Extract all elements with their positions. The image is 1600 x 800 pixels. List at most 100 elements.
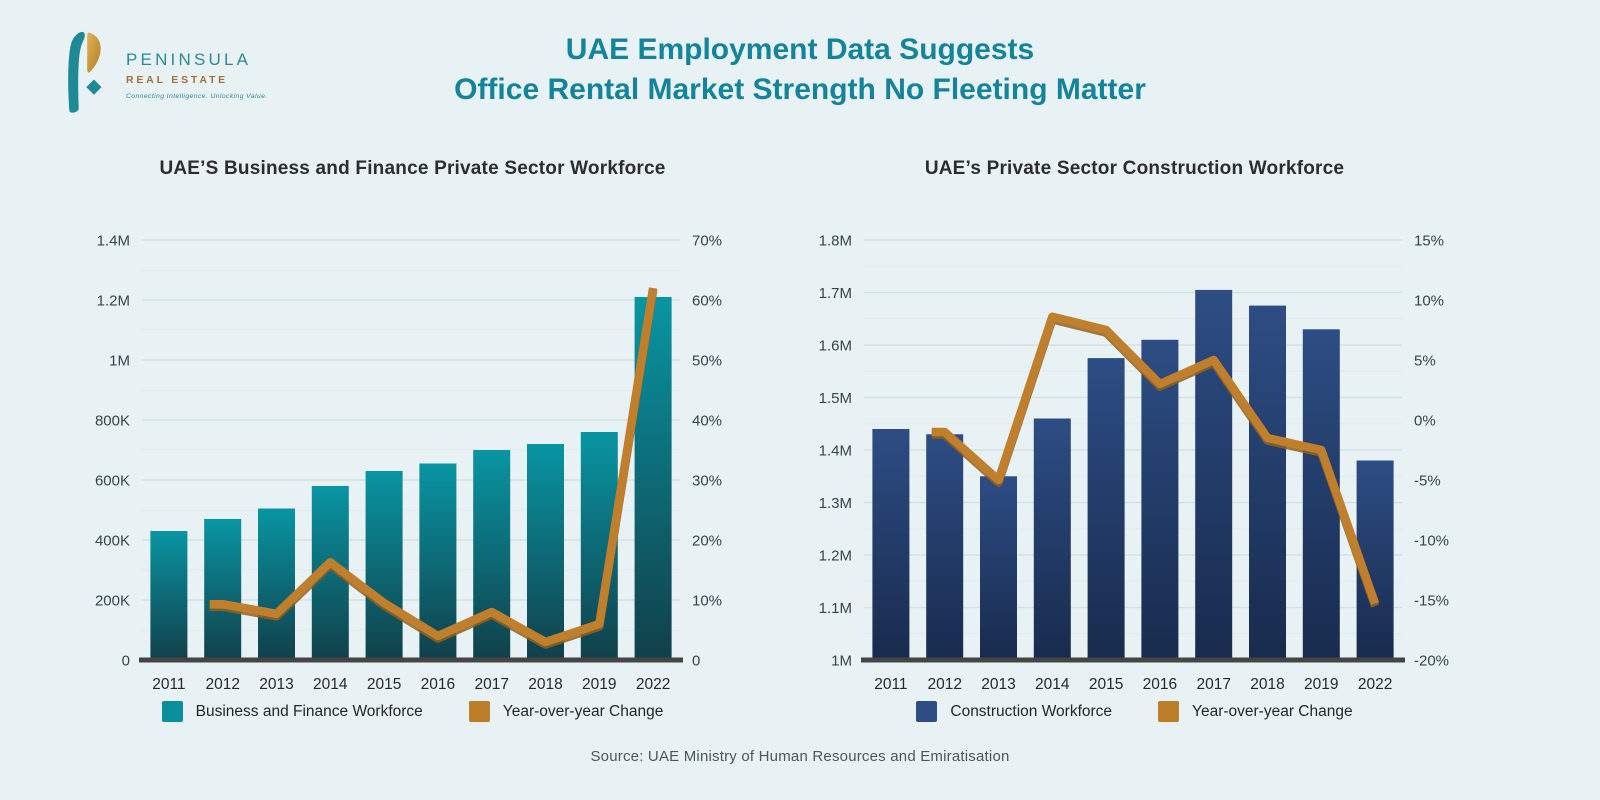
x-axis-label: 2015 [367,676,401,693]
construction-legend: Construction Workforce Year-over-year Cha… [802,701,1467,722]
right-axis-label: 0% [1414,413,1436,430]
construction-plot: 1.8M 1.7M 1.6M 1.5M 1.4M 1.3M 1.2M 1.1M 1M 15% 10%… [819,233,1449,694]
x-axis-label: 2014 [313,676,348,693]
left-axis-label: 0 [122,653,130,670]
legend-swatch [916,701,938,722]
bar-2016 [1141,339,1179,661]
logo-text: PENINSULA REAL ESTATE Connecting Intelli… [126,50,268,100]
left-axis-label: 400K [95,533,130,550]
left-axis-label: 1.6M [819,338,852,355]
left-axis-label: 1.4M [97,233,130,250]
x-axis-label: 2011 [874,676,907,693]
right-axis-label: -15% [1414,593,1449,610]
x-axis-label: 2018 [528,676,562,693]
x-axis-label: 2018 [1250,676,1284,693]
right-axis-label: 40% [692,413,722,430]
x-axis-label: 2017 [474,676,508,693]
x-axis-label: 2013 [259,676,293,693]
bar-2013 [258,508,295,660]
right-axis-label: 10% [1414,293,1444,310]
left-axis-label: 1.7M [819,285,852,302]
business-finance-plot: 1.4M 1.2M 1M 800K 600K 400K 200K 0 70% 60% 50% 40% 3… [95,233,722,694]
x-axis-label: 2012 [927,676,961,693]
logo-diamond [86,79,102,95]
bar-2014 [1033,418,1071,660]
left-axis-label: 1.2M [819,548,852,565]
left-axis-label: 800K [95,413,130,430]
bar-2017 [1195,289,1233,660]
x-axis-label: 2022 [636,676,670,693]
bar-2015 [1087,358,1125,660]
x-axis-label: 2019 [1304,676,1338,693]
left-axis-label: 600K [95,473,130,490]
x-axis-line [861,657,1405,663]
business-finance-chart: UAE’S Business and Finance Private Secto… [80,158,745,722]
legend-label: Year-over-year Change [502,702,664,720]
bar-2018 [527,444,564,660]
right-axis-label: -20% [1414,653,1449,670]
x-axis-label: 2019 [582,676,616,693]
right-axis-label: 70% [692,233,722,250]
logo-sail-teal [68,31,85,113]
x-axis-line [139,657,683,663]
legend-item: Construction Workforce [916,701,1112,722]
x-axis-label: 2015 [1089,676,1123,693]
bar-2013 [980,476,1017,661]
x-axis-label: 2017 [1196,676,1230,693]
right-axis-label: 0 [692,653,700,670]
bar-2012 [204,519,242,660]
bar-2017 [473,450,511,660]
x-axis-label: 2013 [981,676,1015,693]
legend-item: Business and Finance Workforce [161,701,423,722]
x-axis-label: 2016 [1143,676,1177,693]
yoy-line [931,312,1380,606]
left-axis-label: 1.4M [819,443,852,460]
right-axis-label: 10% [692,593,722,610]
page-title-line1: UAE Employment Data Suggests [565,33,1035,66]
left-axis-label: 1.8M [819,233,852,250]
left-axis-label: 1.1M [819,600,852,617]
bar-2012 [926,434,964,661]
left-axis-label: 1M [109,353,130,370]
logo-tagline: Connecting Intelligence. Unlocking Value… [126,93,268,100]
right-axis-label: -5% [1414,473,1441,490]
bar-2018 [1249,305,1286,660]
x-axis-label: 2022 [1358,676,1392,693]
yoy-line [209,287,658,647]
x-axis-label: 2012 [205,676,239,693]
legend-label: Year-over-year Change [1192,702,1353,720]
peninsula-logo-mark [68,31,102,113]
bar-2011 [150,531,188,660]
right-axis-label: 50% [692,353,722,370]
business-finance-legend: Business and Finance Workforce Year-over-… [80,701,745,722]
x-axis-label: 2016 [421,676,455,693]
left-axis-label: 200K [95,593,130,610]
page-title: UAE Employment Data Suggests Office Renta… [0,30,1600,110]
right-axis-label: -10% [1414,533,1449,550]
legend-item: Year-over-year Change [468,701,664,722]
left-axis-label: 1.3M [819,495,852,512]
legend-swatch [1158,701,1180,722]
logo-name: PENINSULA [126,50,252,69]
peninsula-logo: PENINSULA REAL ESTATE Connecting Intelli… [62,28,268,114]
x-axis-label: 2011 [152,676,185,693]
logo-subname: REAL ESTATE [126,74,228,86]
right-axis-label: 30% [692,473,722,490]
right-axis-label: 15% [1414,233,1444,250]
source-note: Source: UAE Ministry of Human Resources … [590,748,1010,765]
right-axis-label: 60% [692,293,722,310]
left-axis-label: 1.2M [97,293,130,310]
construction-chart: UAE’s Private Sector Construction Workfo… [802,158,1467,722]
bar-2015 [365,471,403,660]
left-axis-label: 1M [831,653,852,670]
legend-swatch [161,701,183,722]
legend-item: Year-over-year Change [1158,701,1353,722]
business-finance-chart-title: UAE’S Business and Finance Private Secto… [159,158,666,179]
logo-sail-gold [87,32,101,73]
legend-swatch [468,701,490,722]
page-title-line2: Office Rental Market Strength No Fleetin… [454,73,1146,106]
left-axis-label: 1.5M [819,390,852,407]
x-axis-label: 2014 [1035,676,1070,693]
right-axis-label: 5% [1414,353,1436,370]
bar-2011 [872,429,910,660]
